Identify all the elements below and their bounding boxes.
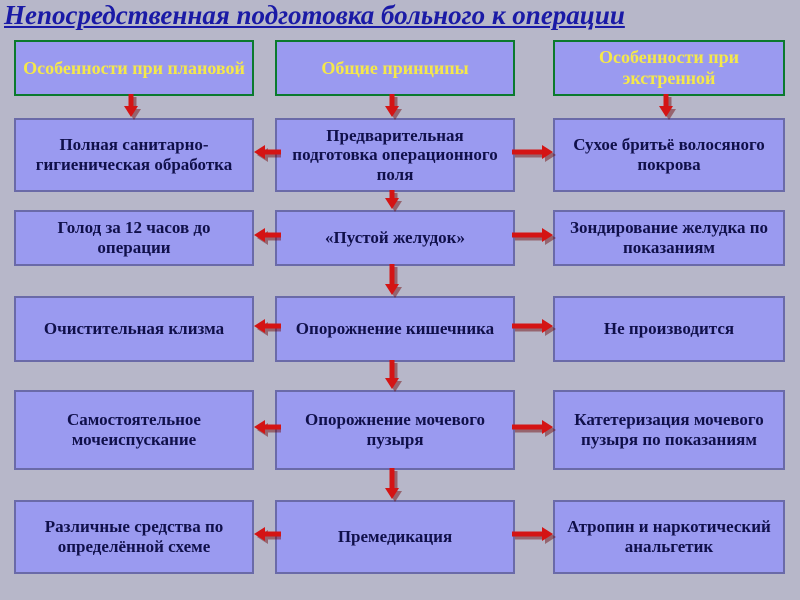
- cell-r2-c0: Очистительная клизма: [14, 296, 254, 362]
- cell-label: Зондирование желудка по показаниям: [561, 218, 777, 257]
- cell-label: Сухое бритьё волосяного покрова: [561, 135, 777, 174]
- cell-label: Голод за 12 часов до операции: [22, 218, 246, 257]
- arrow-right-icon: [512, 228, 556, 248]
- cell-label: Атропин и наркотический анальгетик: [561, 517, 777, 556]
- cell-r0-c0: Полная санитарно-гигиеническая обработка: [14, 118, 254, 192]
- header-left-label: Особенности при плановой: [23, 58, 245, 79]
- arrow-right-icon: [512, 319, 556, 339]
- cell-label: Различные средства по определённой схеме: [22, 517, 246, 556]
- cell-label: Очистительная клизма: [44, 319, 224, 339]
- cell-r1-c0: Голод за 12 часов до операции: [14, 210, 254, 266]
- arrow-down-icon: [124, 94, 144, 120]
- cell-label: Не производится: [604, 319, 734, 339]
- cell-r1-c2: Зондирование желудка по показаниям: [553, 210, 785, 266]
- cell-r2-c1: Опорожнение кишечника: [275, 296, 515, 362]
- arrow-down-icon: [385, 468, 405, 502]
- cell-label: «Пустой желудок»: [325, 228, 465, 248]
- cell-r0-c1: Предварительная подготовка операционного…: [275, 118, 515, 192]
- cell-label: Опорожнение мочевого пузыря: [283, 410, 507, 449]
- arrow-down-icon: [385, 360, 405, 392]
- header-right: Особенности при экстренной: [553, 40, 785, 96]
- cell-r4-c0: Различные средства по определённой схеме: [14, 500, 254, 574]
- arrow-right-icon: [512, 145, 556, 165]
- cell-r4-c2: Атропин и наркотический анальгетик: [553, 500, 785, 574]
- cell-label: Самостоятельное мочеиспускание: [22, 410, 246, 449]
- cell-label: Опорожнение кишечника: [296, 319, 494, 339]
- arrow-down-icon: [385, 264, 405, 298]
- arrow-right-icon: [512, 527, 556, 547]
- cell-label: Полная санитарно-гигиеническая обработка: [22, 135, 246, 174]
- header-left: Особенности при плановой: [14, 40, 254, 96]
- cell-label: Премедикация: [338, 527, 452, 547]
- cell-r4-c1: Премедикация: [275, 500, 515, 574]
- arrow-down-icon: [385, 190, 405, 212]
- cell-r0-c2: Сухое бритьё волосяного покрова: [553, 118, 785, 192]
- cell-r1-c1: «Пустой желудок»: [275, 210, 515, 266]
- header-right-label: Особенности при экстренной: [561, 47, 777, 88]
- diagram-canvas: Непосредственная подготовка больного к о…: [0, 0, 800, 600]
- cell-label: Катетеризация мочевого пузыря по показан…: [561, 410, 777, 449]
- arrow-down-icon: [385, 94, 405, 120]
- header-center: Общие принципы: [275, 40, 515, 96]
- cell-r3-c2: Катетеризация мочевого пузыря по показан…: [553, 390, 785, 470]
- cell-label: Предварительная подготовка операционного…: [283, 126, 507, 185]
- cell-r3-c1: Опорожнение мочевого пузыря: [275, 390, 515, 470]
- page-title: Непосредственная подготовка больного к о…: [4, 0, 796, 31]
- cell-r3-c0: Самостоятельное мочеиспускание: [14, 390, 254, 470]
- arrow-down-icon: [659, 94, 679, 120]
- arrow-right-icon: [512, 420, 556, 440]
- header-center-label: Общие принципы: [321, 58, 468, 79]
- cell-r2-c2: Не производится: [553, 296, 785, 362]
